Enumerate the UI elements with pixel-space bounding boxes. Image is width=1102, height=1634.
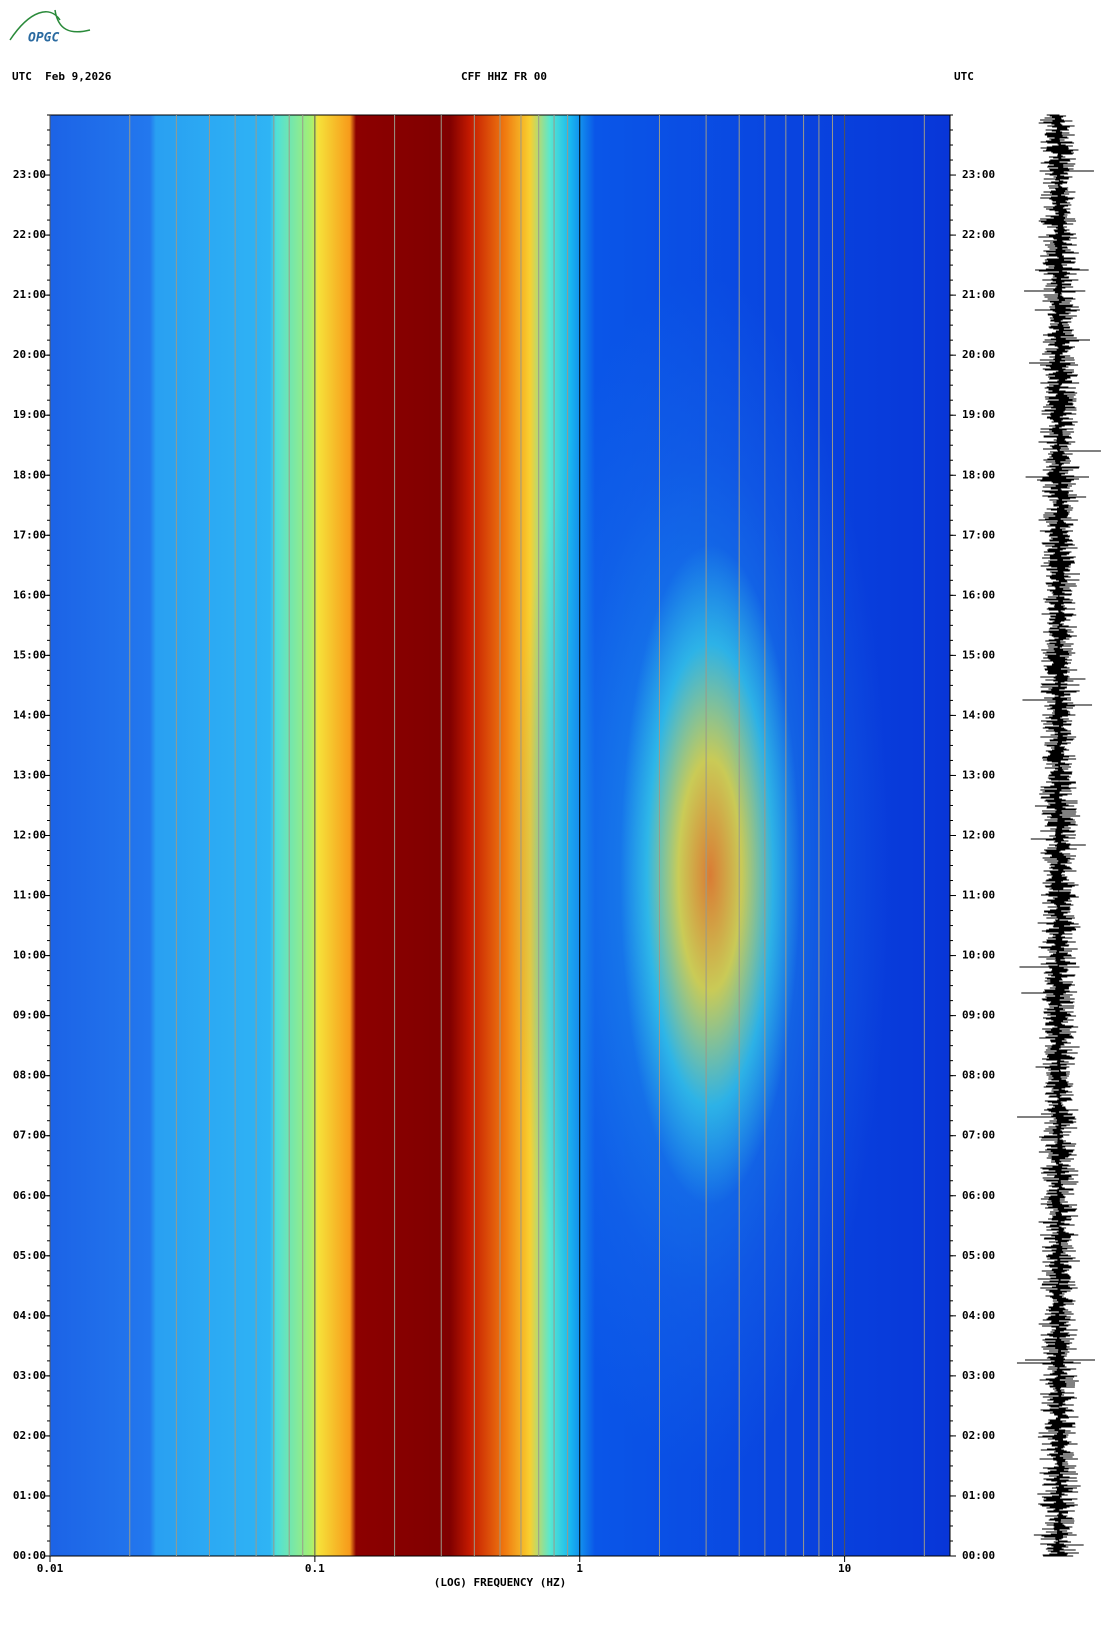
y-tick-label: 04:00 xyxy=(13,1309,46,1322)
y-tick-label: 06:00 xyxy=(962,1189,995,1202)
y-tick-label: 23:00 xyxy=(962,168,995,181)
y-tick-label: 13:00 xyxy=(962,768,995,781)
y-tick-label: 02:00 xyxy=(13,1429,46,1442)
y-tick-label: 05:00 xyxy=(962,1249,995,1262)
y-tick-label: 13:00 xyxy=(13,768,46,781)
y-tick-label: 15:00 xyxy=(13,648,46,661)
y-tick-label: 10:00 xyxy=(962,949,995,962)
y-tick-label: 20:00 xyxy=(13,348,46,361)
y-tick-label: 04:00 xyxy=(962,1309,995,1322)
y-tick-label: 00:00 xyxy=(13,1549,46,1562)
y-tick-label: 22:00 xyxy=(962,228,995,241)
y-tick-label: 16:00 xyxy=(962,588,995,601)
y-tick-label: 18:00 xyxy=(962,468,995,481)
y-tick-label: 21:00 xyxy=(13,288,46,301)
y-tick-label: 05:00 xyxy=(13,1249,46,1262)
y-tick-label: 03:00 xyxy=(13,1369,46,1382)
y-tick-label: 01:00 xyxy=(13,1489,46,1502)
y-tick-label: 19:00 xyxy=(962,408,995,421)
y-tick-label: 23:00 xyxy=(13,168,46,181)
seismogram-trace xyxy=(1016,114,1101,1557)
header-left: UTC Feb 9,2026 xyxy=(12,70,112,83)
y-tick-label: 01:00 xyxy=(962,1489,995,1502)
y-tick-label: 15:00 xyxy=(962,648,995,661)
y-tick-label: 14:00 xyxy=(962,708,995,721)
y-tick-label: 19:00 xyxy=(13,408,46,421)
y-tick-label: 08:00 xyxy=(962,1069,995,1082)
y-tick-label: 17:00 xyxy=(13,528,46,541)
y-tick-label: 17:00 xyxy=(962,528,995,541)
chart-title: CFF HHZ FR 00 xyxy=(461,70,547,83)
y-tick-label: 00:00 xyxy=(962,1549,995,1562)
x-axis-label: (LOG) FREQUENCY (HZ) xyxy=(434,1576,566,1589)
logo-mark xyxy=(9,9,91,41)
y-tick-label: 09:00 xyxy=(962,1009,995,1022)
y-tick-label: 11:00 xyxy=(962,889,995,902)
y-tick-label: 02:00 xyxy=(962,1429,995,1442)
x-tick-label: 1 xyxy=(576,1562,583,1575)
y-tick-label: 12:00 xyxy=(962,829,995,842)
y-tick-label: 18:00 xyxy=(13,468,46,481)
y-tick-label: 06:00 xyxy=(13,1189,46,1202)
y-tick-label: 12:00 xyxy=(13,829,46,842)
y-tick-label: 03:00 xyxy=(962,1369,995,1382)
x-tick-label: 10 xyxy=(838,1562,851,1575)
y-tick-label: 09:00 xyxy=(13,1009,46,1022)
y-tick-label: 16:00 xyxy=(13,588,46,601)
header-right: UTC xyxy=(954,70,974,83)
y-tick-label: 07:00 xyxy=(13,1129,46,1142)
y-tick-label: 14:00 xyxy=(13,708,46,721)
y-tick-label: 20:00 xyxy=(962,348,995,361)
y-tick-label: 22:00 xyxy=(13,228,46,241)
y-tick-label: 07:00 xyxy=(962,1129,995,1142)
y-tick-label: 11:00 xyxy=(13,889,46,902)
y-tick-label: 08:00 xyxy=(13,1069,46,1082)
logo: OPGC xyxy=(28,31,59,46)
x-tick-label: 0.1 xyxy=(305,1562,325,1575)
y-tick-label: 10:00 xyxy=(13,949,46,962)
y-tick-label: 21:00 xyxy=(962,288,995,301)
x-tick-label: 0.01 xyxy=(37,1562,64,1575)
